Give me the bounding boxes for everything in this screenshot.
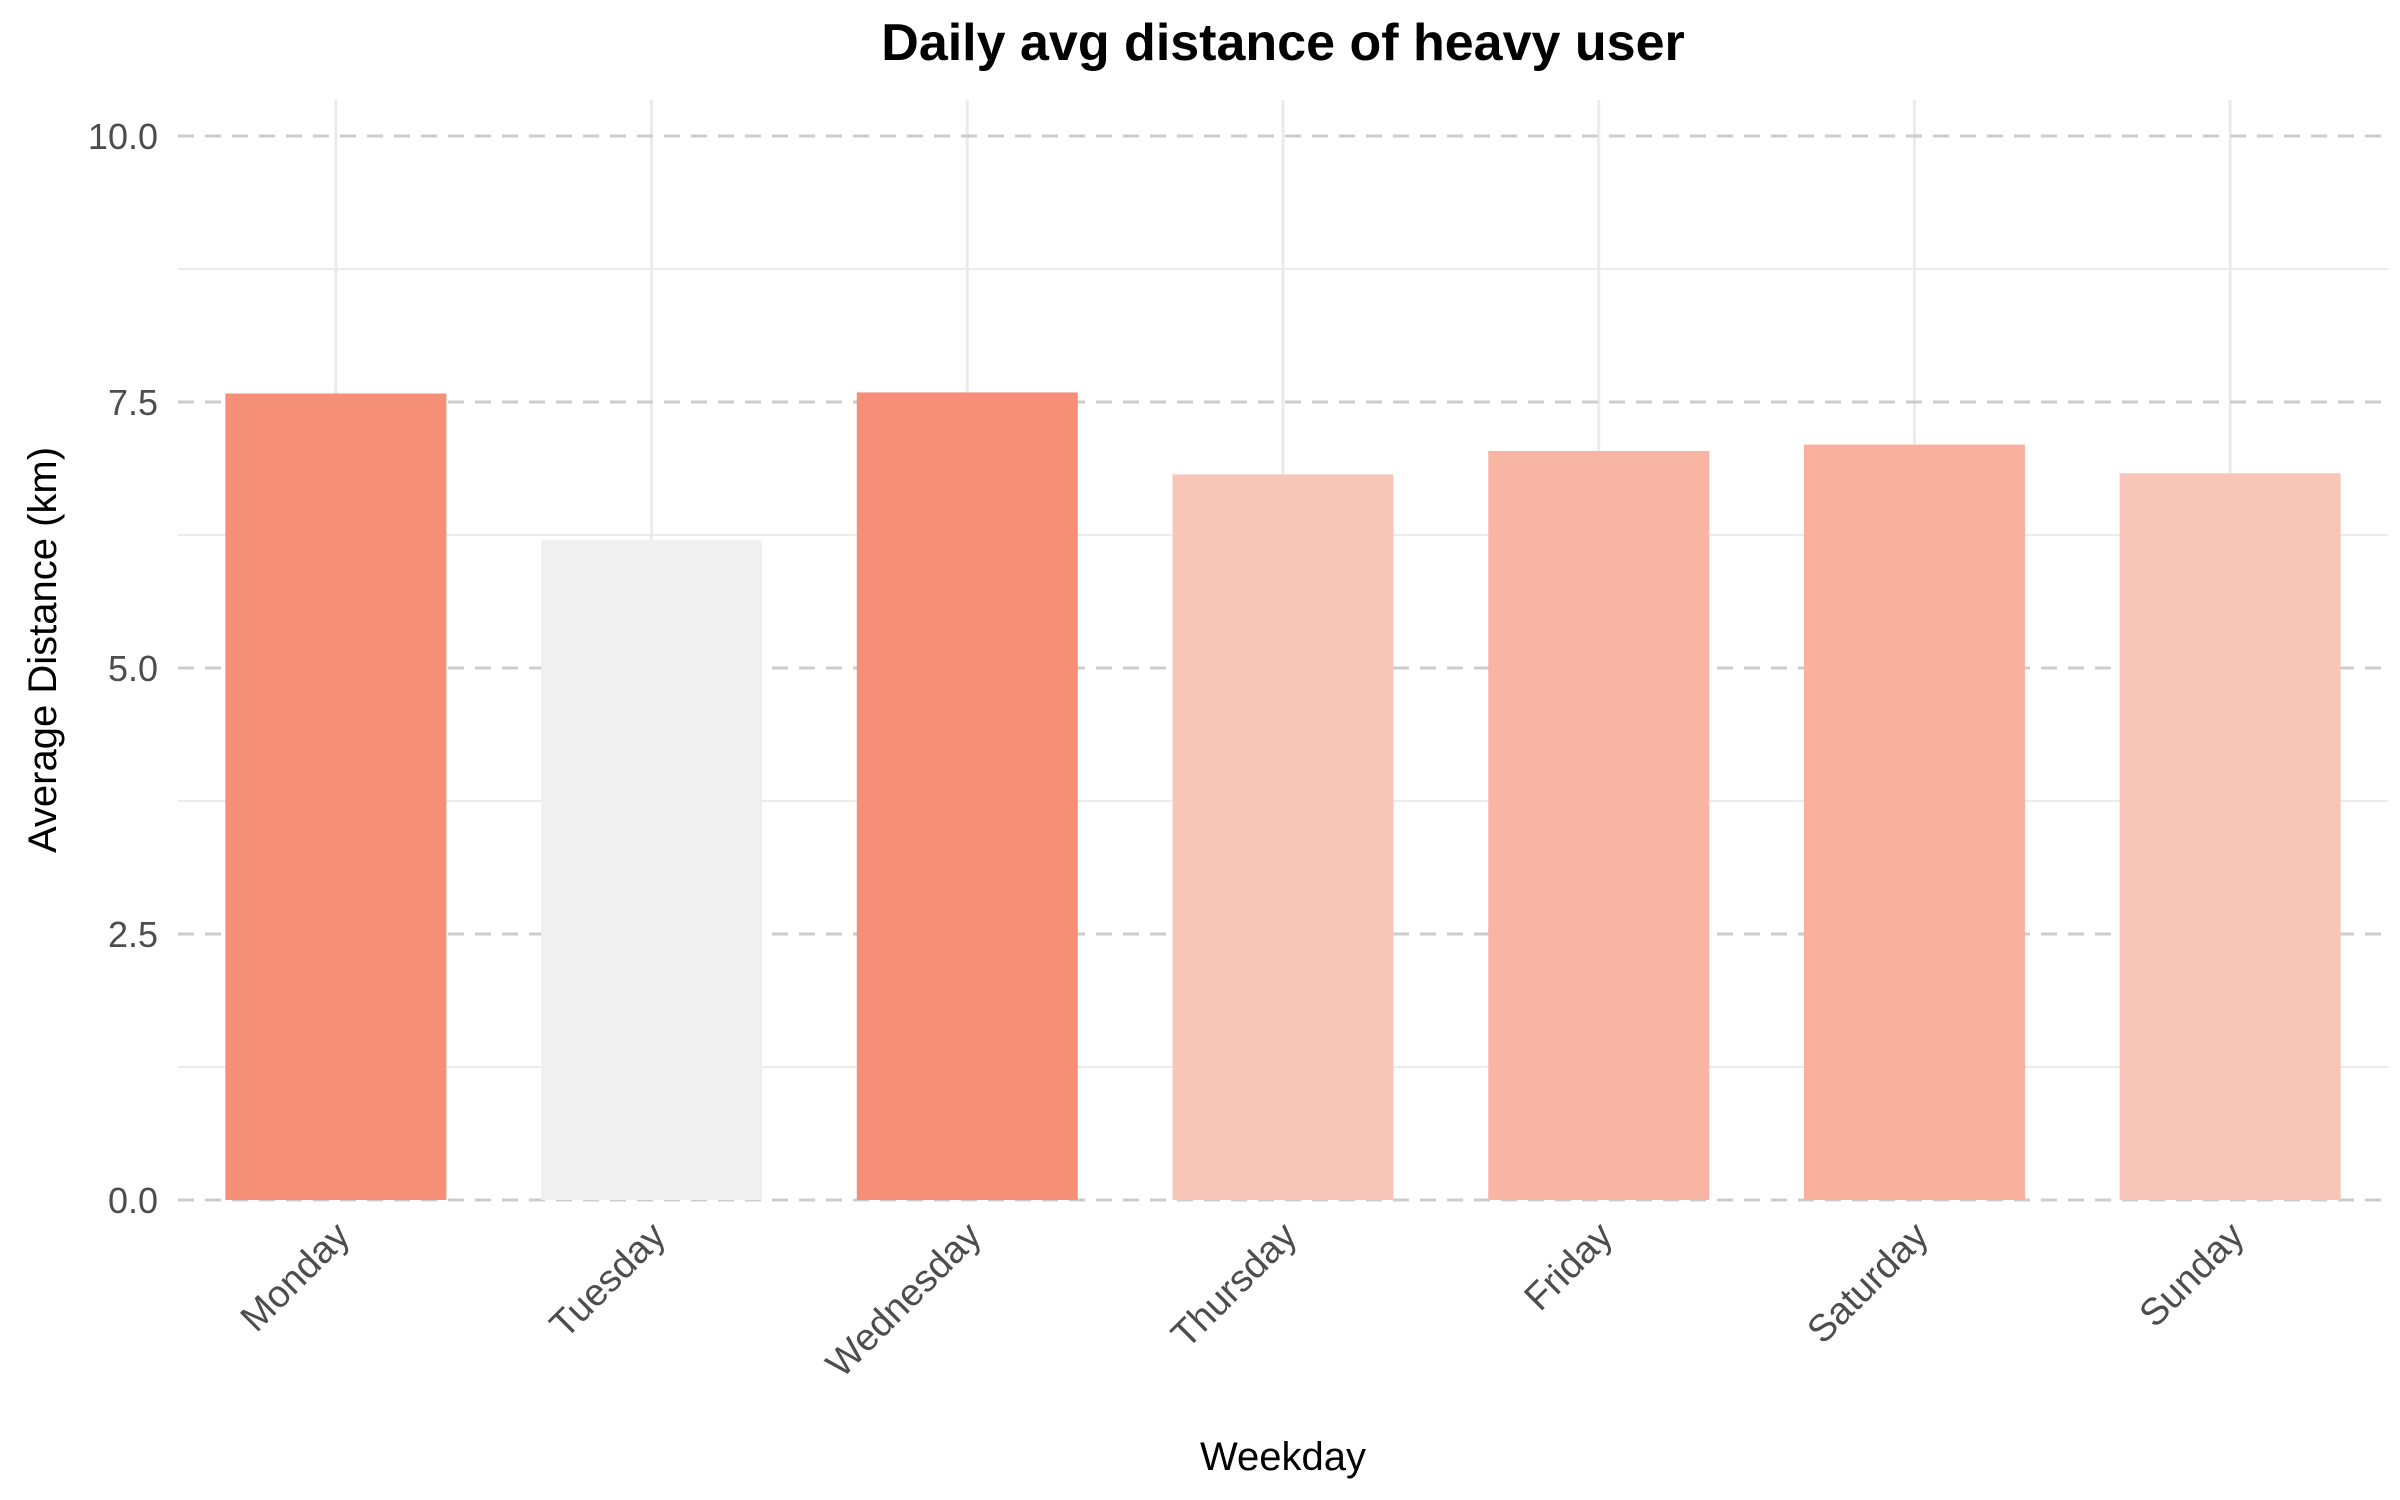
bar-monday bbox=[225, 393, 447, 1200]
x-tick-label: Thursday bbox=[1164, 1215, 1306, 1357]
bar-saturday bbox=[1803, 444, 2025, 1200]
y-axis-title: Average Distance (km) bbox=[21, 447, 65, 853]
bar-thursday bbox=[1172, 474, 1394, 1200]
x-tick-label: Sunday bbox=[2132, 1215, 2253, 1336]
x-axis-title: Weekday bbox=[1200, 1435, 1366, 1479]
x-tick-label: Wednesday bbox=[819, 1215, 990, 1386]
x-tick-label: Monday bbox=[233, 1215, 358, 1340]
bar-sunday bbox=[2119, 473, 2341, 1201]
y-tick-label: 2.5 bbox=[108, 914, 158, 955]
y-tick-label: 5.0 bbox=[108, 648, 158, 689]
y-tick-label: 7.5 bbox=[108, 382, 158, 423]
y-tick-label: 0.0 bbox=[108, 1180, 158, 1221]
x-axis-tick-labels: Monday Tuesday Wednesday Thursday Friday Satu… bbox=[233, 1215, 2253, 1386]
bar-wednesday bbox=[856, 392, 1078, 1200]
bar-tuesday bbox=[541, 540, 763, 1200]
y-axis-tick-labels: 0.0 2.5 5.0 7.5 10.0 bbox=[88, 116, 158, 1221]
x-tick-label: Tuesday bbox=[542, 1215, 674, 1347]
x-tick-label: Friday bbox=[1517, 1215, 1621, 1319]
bar-friday bbox=[1488, 450, 1710, 1201]
x-tick-label: Saturday bbox=[1800, 1215, 1937, 1352]
bars bbox=[225, 392, 2341, 1201]
chart-title: Daily avg distance of heavy user bbox=[881, 14, 1684, 72]
y-tick-label: 10.0 bbox=[88, 116, 158, 157]
